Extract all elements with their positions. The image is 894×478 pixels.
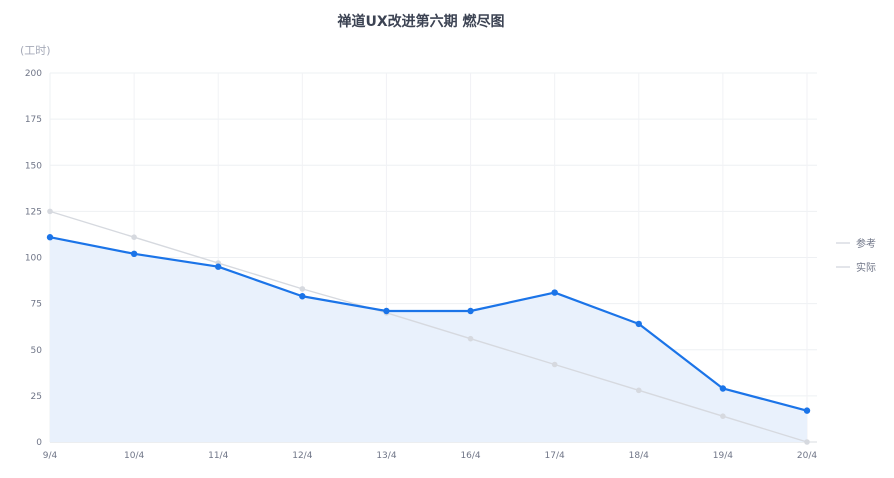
- x-tick-label: 9/4: [43, 451, 58, 461]
- data-point[interactable]: [719, 385, 727, 392]
- data-point[interactable]: [46, 234, 54, 241]
- y-tick-label: 50: [31, 346, 43, 356]
- x-tick-label: 19/4: [713, 451, 733, 461]
- x-tick-label: 11/4: [208, 451, 228, 461]
- data-point[interactable]: [803, 407, 811, 414]
- data-point[interactable]: [720, 413, 726, 419]
- y-tick-label: 100: [25, 254, 42, 264]
- x-axis-ticks: 9/4 10/4 11/4 12/4 13/4 16/4 17/4 18/4 19/4 20/4: [43, 451, 818, 461]
- data-point[interactable]: [131, 234, 137, 241]
- y-tick-label: 125: [25, 207, 42, 217]
- data-point[interactable]: [467, 335, 474, 342]
- y-tick-label: 175: [25, 115, 42, 125]
- y-tick-label: 75: [31, 300, 42, 310]
- data-point[interactable]: [383, 307, 390, 315]
- data-point[interactable]: [551, 289, 558, 296]
- legend-label: 参考: [856, 237, 876, 250]
- x-tick-label: 12/4: [292, 451, 312, 461]
- y-tick-label: 25: [31, 392, 42, 402]
- data-point[interactable]: [299, 286, 306, 292]
- x-tick-label: 18/4: [629, 451, 649, 461]
- x-tick-label: 10/4: [124, 451, 144, 461]
- chart-title: 禅道UX改进第六期 燃尽图: [336, 13, 504, 30]
- y-tick-label: 200: [25, 69, 42, 79]
- x-tick-label: 17/4: [545, 451, 565, 461]
- data-point[interactable]: [635, 387, 642, 394]
- x-tick-label: 16/4: [460, 451, 480, 461]
- series-lines: [49, 210, 808, 443]
- data-point[interactable]: [635, 320, 642, 328]
- series-area-1: [50, 237, 807, 442]
- data-point[interactable]: [804, 439, 810, 445]
- legend-item-1[interactable]: 实际: [836, 261, 876, 274]
- y-axis-ticks: 0 25 50 75 100 125 150 175 200: [25, 69, 42, 448]
- data-point[interactable]: [467, 307, 474, 315]
- data-point[interactable]: [551, 361, 558, 368]
- series-areas: [50, 237, 807, 442]
- series-line-0: [49, 210, 808, 443]
- legend-label: 实际: [856, 261, 876, 274]
- y-tick-label: 150: [25, 161, 42, 171]
- data-point[interactable]: [299, 293, 306, 300]
- legend-item-0[interactable]: 参考: [836, 237, 876, 250]
- x-tick-label: 13/4: [376, 451, 396, 461]
- series-points: [46, 208, 811, 445]
- data-point[interactable]: [215, 263, 222, 270]
- series-line-1: [49, 236, 808, 412]
- data-point[interactable]: [47, 208, 53, 215]
- data-point[interactable]: [130, 250, 138, 258]
- y-tick-label: 0: [36, 438, 42, 448]
- y-axis-unit: (工时): [20, 44, 51, 57]
- x-tick-label: 20/4: [797, 451, 817, 461]
